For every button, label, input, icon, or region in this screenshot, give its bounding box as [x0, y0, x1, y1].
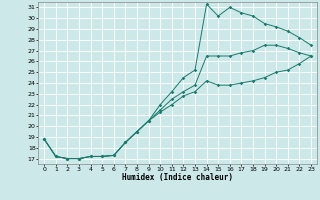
X-axis label: Humidex (Indice chaleur): Humidex (Indice chaleur): [122, 173, 233, 182]
